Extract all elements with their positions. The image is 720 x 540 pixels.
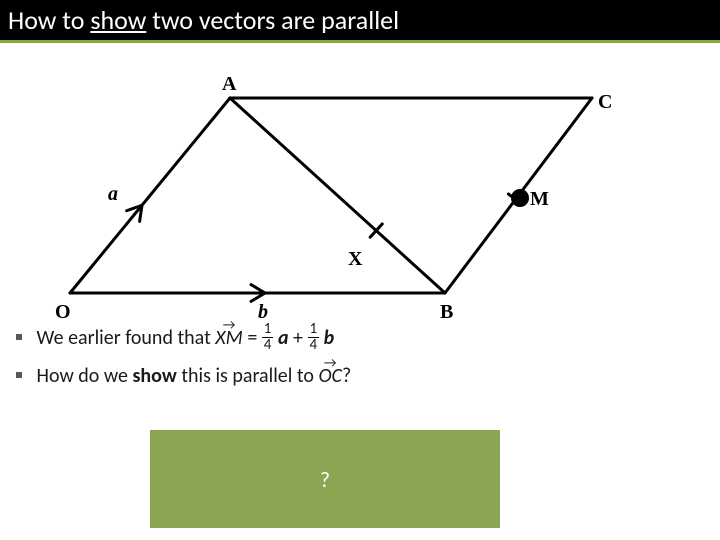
label-a: a xyxy=(108,183,118,206)
eq-sign: = xyxy=(247,326,261,350)
answer-text: ? xyxy=(320,466,330,493)
label-O: O xyxy=(55,301,71,324)
label-X: X xyxy=(348,248,362,271)
label-B: B xyxy=(440,301,453,324)
plus: + xyxy=(293,326,307,350)
explanation-text: We earlier found that XM = 14 a + 14 b H… xyxy=(0,323,720,391)
label-C: C xyxy=(598,91,612,114)
title-underline: show xyxy=(90,4,146,36)
bullet-icon xyxy=(16,334,22,340)
vector-OC: OC xyxy=(318,361,342,391)
vector-XM: XM xyxy=(215,323,242,353)
vec-b: b xyxy=(324,326,335,350)
line-2: How do we show this is parallel to OC? xyxy=(16,361,704,391)
bullet-icon xyxy=(16,372,22,378)
line2-mid: this is parallel to xyxy=(181,364,318,388)
vector-diagram: A C O B X M a b xyxy=(0,43,720,323)
label-A: A xyxy=(222,73,236,96)
title-bar: How to show two vectors are parallel xyxy=(0,0,720,43)
title-pre: How to xyxy=(8,4,90,36)
frac-1: 14 xyxy=(262,322,274,353)
qmark: ? xyxy=(342,364,351,388)
title-post: two vectors are parallel xyxy=(146,4,399,36)
line-1: We earlier found that XM = 14 a + 14 b xyxy=(16,323,704,355)
line1-pre: We earlier found that xyxy=(37,326,216,350)
answer-box: ? xyxy=(150,430,500,528)
label-M: M xyxy=(530,188,549,211)
show-word: show xyxy=(132,364,176,388)
frac-2: 14 xyxy=(308,322,320,353)
vec-a: a xyxy=(278,326,289,350)
line2-pre: How do we xyxy=(37,364,133,388)
